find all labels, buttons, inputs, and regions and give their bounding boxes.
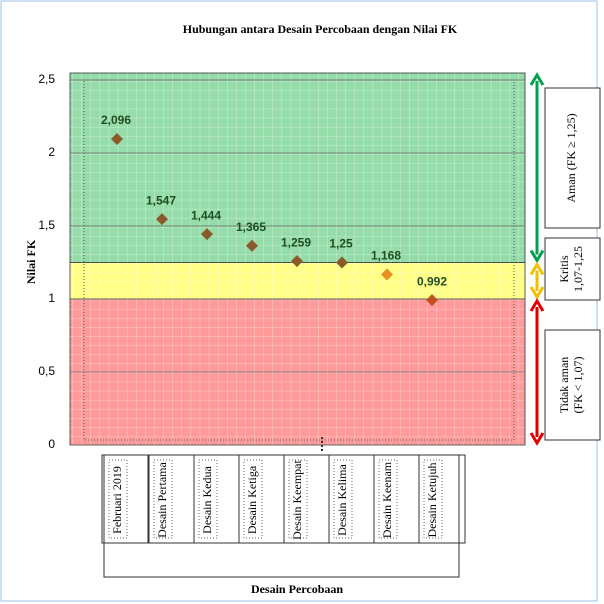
category-inner <box>108 459 128 539</box>
category-inner <box>423 459 443 539</box>
category-inner <box>243 459 263 539</box>
y-tick-label: 2 <box>48 145 55 159</box>
category-inner <box>198 459 218 539</box>
value-label: 1,25 <box>329 237 353 251</box>
point <box>246 239 258 252</box>
arrow-head <box>529 298 545 312</box>
chart-title: Hubungan antara Desain Percobaan dengan … <box>183 22 458 36</box>
y-tick-label: 0 <box>48 437 55 451</box>
zone-label: (FK < 1,07) <box>571 356 585 413</box>
zone-label: Aman (FK ≥ 1,25) <box>564 113 578 202</box>
category-inner <box>288 459 308 539</box>
inner-frame <box>83 79 515 441</box>
y-axis-label: Nilai FK <box>24 239 38 284</box>
category-box <box>101 454 149 544</box>
zone-label: 1,07-1,25 <box>571 246 585 292</box>
point <box>291 255 303 268</box>
category-frame <box>103 454 460 578</box>
x-tick-label: Februari 2019 <box>110 466 124 534</box>
zone-label-box <box>544 237 601 301</box>
x-tick-label: Desain Ketiga <box>245 465 259 534</box>
x-axis-label: Desain Percobaan <box>251 582 343 596</box>
arrow-head <box>529 249 545 264</box>
value-label: 2,096 <box>101 113 131 127</box>
value-label: 1,365 <box>236 220 266 234</box>
y-tick-label: 2,5 <box>38 72 55 86</box>
category-inner <box>153 459 173 539</box>
point <box>156 213 168 226</box>
value-label: 1,259 <box>281 235 311 249</box>
value-label: 1,168 <box>371 249 401 263</box>
arrow-head <box>529 261 545 276</box>
zone-label: Tidak aman <box>557 357 571 414</box>
arrow-head <box>529 72 545 86</box>
y-tick-label: 0,5 <box>38 364 55 378</box>
point <box>426 294 438 307</box>
value-label: 1,547 <box>146 193 176 207</box>
point <box>111 132 123 145</box>
x-tick-label: Desain Keenam <box>380 461 394 538</box>
category-inner <box>333 459 353 539</box>
x-tick-label: Desain Keempat <box>290 460 304 540</box>
x-tick-label: Desain Pertama <box>155 462 169 538</box>
x-tick-label: Desain Ketujuh <box>425 463 439 538</box>
y-tick-label: 1,5 <box>38 218 55 232</box>
point <box>201 228 213 241</box>
arrow-head <box>529 286 545 300</box>
value-label: 1,444 <box>191 208 221 222</box>
zone-label-box <box>544 87 601 229</box>
point <box>381 268 393 281</box>
x-tick-label: Desain Kelima <box>335 464 349 536</box>
point <box>336 256 348 269</box>
arrow-head <box>529 432 545 446</box>
value-label: 0,992 <box>417 274 447 288</box>
zone-label: Kritis <box>557 255 571 283</box>
x-tick-label: Desain Kedua <box>200 466 214 534</box>
category-inner <box>378 459 398 539</box>
zone-label-box <box>544 329 601 441</box>
y-tick-label: 1 <box>48 291 55 305</box>
